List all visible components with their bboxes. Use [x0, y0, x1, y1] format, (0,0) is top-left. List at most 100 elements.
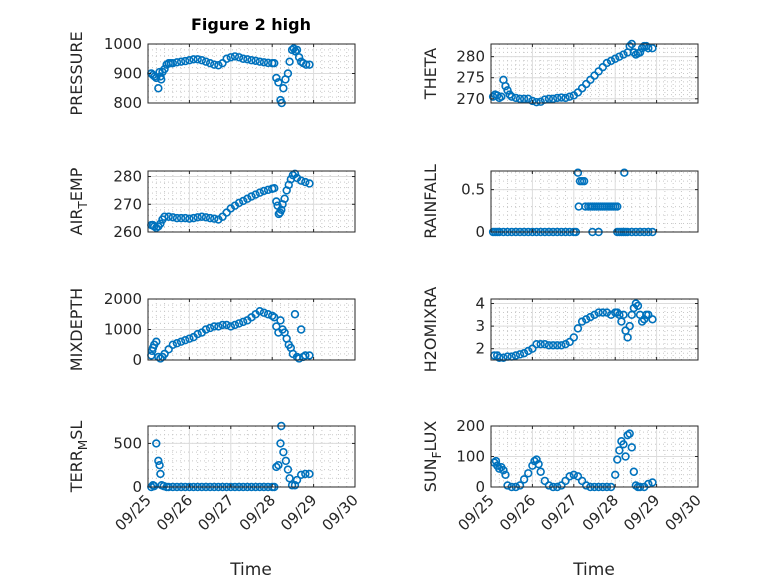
- x-tick-label: 09/28: [236, 491, 279, 534]
- data-point: [290, 310, 300, 319]
- data-point: [279, 447, 288, 457]
- data-point: [582, 79, 591, 89]
- data-point: [277, 205, 286, 215]
- y-axis-label: RAINFALL: [421, 164, 440, 239]
- plot-area: [491, 44, 698, 103]
- data-point: [210, 60, 219, 69]
- data-point: [274, 461, 283, 470]
- data-point: [255, 307, 264, 316]
- data-point: [172, 58, 182, 67]
- data-point: [181, 213, 190, 223]
- y-tick-label: 1000: [104, 321, 142, 339]
- axes-box: [490, 43, 699, 104]
- data-point: [281, 456, 291, 466]
- y-tick-label: 0.5: [461, 181, 485, 199]
- data-point: [276, 439, 285, 448]
- data-point: [226, 53, 236, 62]
- data-point: [557, 341, 566, 350]
- x-tick-label: 09/29: [277, 491, 320, 534]
- data-point: [495, 353, 504, 362]
- data-point: [296, 176, 306, 185]
- plot-area: [491, 171, 698, 232]
- subplot-mixdepth: 0 1000 2000 MIXDEPTH: [67, 288, 356, 371]
- data-point: [602, 58, 612, 68]
- data-point: [243, 55, 252, 64]
- y-axis-label: H2OMIXRA: [421, 287, 440, 373]
- data-point: [251, 190, 260, 199]
- data-point: [243, 194, 252, 203]
- subplot-air-temp: 260 270 280 AIRTEMP: [67, 167, 356, 241]
- data-point: [613, 455, 622, 464]
- axes-box: [147, 170, 356, 233]
- data-point: [511, 351, 521, 360]
- data-point: [259, 58, 269, 67]
- data-point: [214, 61, 223, 70]
- data-point: [239, 196, 248, 206]
- data-point: [573, 324, 583, 333]
- data-point: [620, 168, 629, 177]
- data-point: [283, 69, 293, 78]
- data-point: [548, 341, 558, 350]
- data-point: [635, 48, 645, 57]
- data-point: [565, 92, 574, 101]
- data-point: [305, 179, 314, 188]
- data-point: [621, 452, 630, 461]
- data-point: [544, 481, 554, 490]
- subplot-pressure: 800 900 1000 PRESSURE: [67, 31, 356, 116]
- data-point: [553, 341, 562, 350]
- data-point: [296, 325, 306, 334]
- data-point: [154, 456, 163, 466]
- data-point: [536, 339, 545, 349]
- data-point: [633, 301, 643, 310]
- x-tick-label: 09/27: [537, 491, 580, 534]
- data-point: [305, 351, 314, 360]
- data-point: [569, 470, 578, 479]
- data-point: [524, 94, 533, 103]
- x-tick-label: 09/27: [194, 491, 237, 534]
- data-point: [629, 303, 639, 313]
- data-point: [255, 57, 264, 66]
- y-tick-label: 280: [113, 168, 142, 186]
- data-point: [573, 472, 583, 481]
- y-tick-label: 0: [475, 223, 485, 241]
- data-point: [648, 44, 657, 53]
- y-tick-label: 0: [132, 478, 142, 496]
- data-point: [285, 474, 294, 483]
- data-point: [239, 317, 248, 327]
- data-point: [234, 319, 244, 328]
- y-tick-label: 2000: [104, 290, 142, 308]
- data-point: [501, 470, 510, 479]
- data-point: [573, 88, 583, 97]
- data-point: [507, 92, 516, 101]
- data-point: [160, 64, 169, 74]
- data-point: [540, 476, 550, 486]
- data-point: [582, 315, 591, 324]
- data-point: [305, 469, 314, 479]
- data-point: [619, 50, 628, 59]
- subplot-theta: 270 275 280 THETA: [421, 39, 699, 108]
- data-point: [625, 41, 634, 51]
- data-point: [226, 322, 236, 331]
- data-point: [181, 56, 190, 66]
- y-axis-label: MIXDEPTH: [67, 288, 86, 371]
- data-point: [515, 481, 525, 490]
- data-point: [511, 93, 521, 103]
- data-point: [590, 310, 599, 320]
- data-point: [218, 58, 227, 68]
- data-point: [519, 475, 529, 484]
- y-tick-label: 275: [456, 69, 485, 87]
- data-point: [594, 308, 603, 317]
- data-point: [205, 323, 215, 333]
- data-point: [155, 461, 164, 470]
- data-point: [524, 469, 533, 478]
- data-point: [631, 299, 641, 308]
- data-point: [577, 476, 587, 486]
- data-point: [544, 94, 554, 103]
- data-point: [239, 54, 248, 63]
- data-point: [305, 60, 314, 69]
- data-point: [301, 469, 310, 479]
- data-point: [501, 81, 510, 91]
- data-point: [561, 339, 570, 349]
- data-point: [154, 84, 163, 93]
